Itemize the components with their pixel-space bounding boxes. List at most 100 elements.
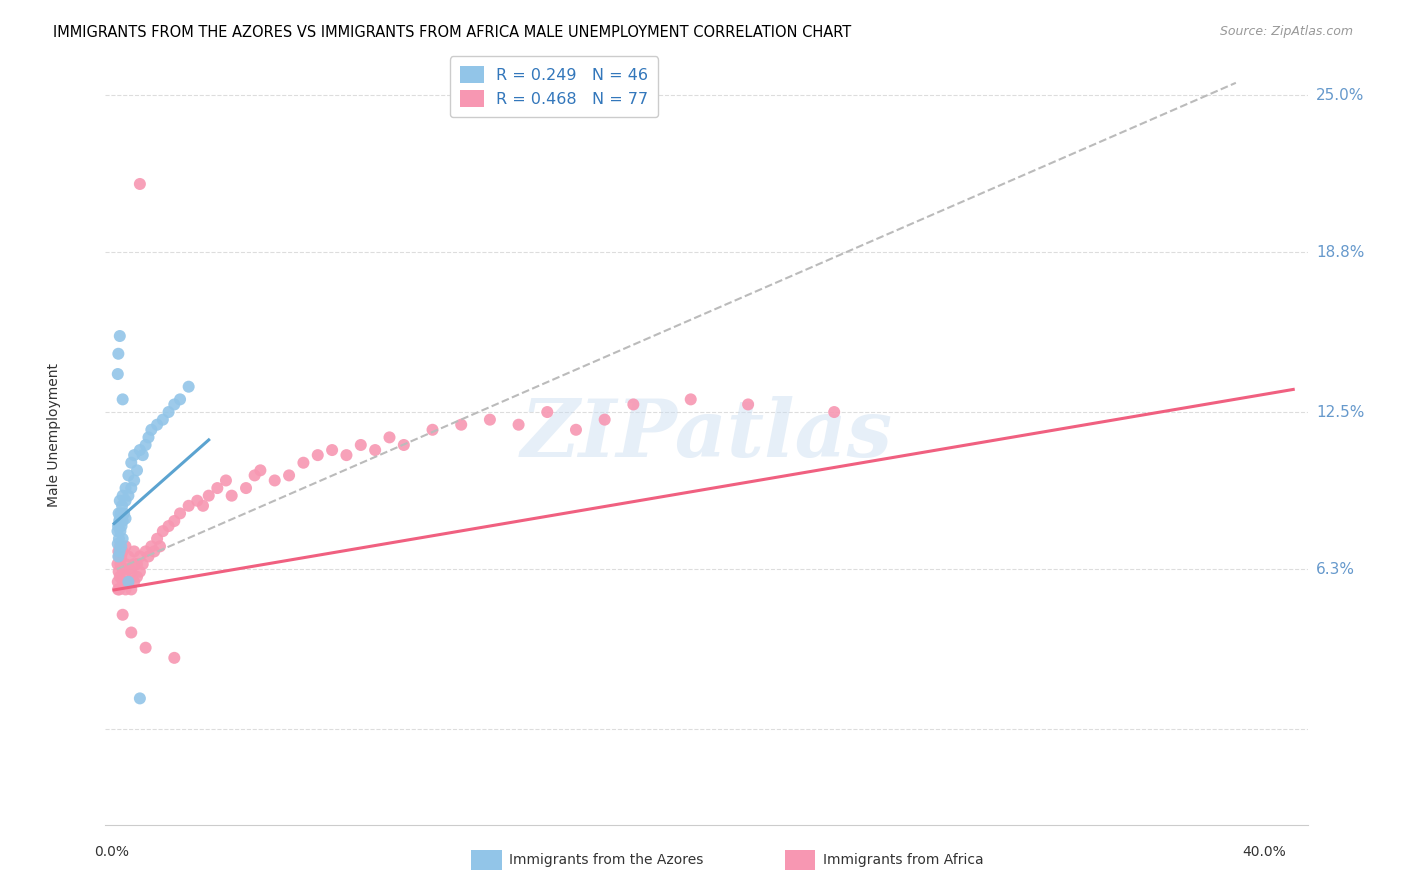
- Text: 25.0%: 25.0%: [1316, 87, 1365, 103]
- Point: [163, 651, 186, 665]
- Point: [249, 463, 271, 477]
- Point: [292, 456, 315, 470]
- Point: [107, 537, 129, 551]
- Point: [122, 544, 145, 558]
- Point: [107, 549, 129, 564]
- Point: [108, 549, 131, 564]
- Point: [163, 397, 186, 411]
- Point: [120, 582, 142, 597]
- Point: [122, 574, 145, 589]
- Point: [111, 544, 134, 558]
- Point: [111, 514, 134, 528]
- Point: [378, 430, 401, 444]
- Point: [108, 582, 131, 597]
- Point: [114, 539, 136, 553]
- Point: [152, 412, 174, 426]
- Point: [107, 574, 129, 589]
- Point: [621, 397, 644, 411]
- Point: [117, 574, 139, 589]
- Point: [307, 448, 329, 462]
- Point: [135, 640, 157, 655]
- Point: [108, 511, 131, 525]
- Point: [107, 507, 129, 521]
- Legend: R = 0.249   N = 46, R = 0.468   N = 77: R = 0.249 N = 46, R = 0.468 N = 77: [450, 56, 658, 117]
- Point: [186, 493, 208, 508]
- Point: [110, 519, 132, 533]
- Point: [157, 405, 180, 419]
- Point: [128, 691, 150, 706]
- Point: [110, 549, 132, 564]
- Point: [138, 549, 160, 564]
- Point: [364, 443, 387, 458]
- Point: [107, 519, 129, 533]
- Text: ZIPatlas: ZIPatlas: [520, 396, 893, 474]
- Point: [110, 507, 132, 521]
- Point: [593, 412, 616, 426]
- Text: 12.5%: 12.5%: [1316, 405, 1365, 419]
- Point: [111, 562, 134, 576]
- Text: Male Unemployment: Male Unemployment: [46, 363, 60, 507]
- Point: [536, 405, 558, 419]
- Point: [350, 438, 373, 452]
- Point: [128, 565, 150, 579]
- Point: [117, 489, 139, 503]
- Point: [107, 524, 129, 538]
- Text: 18.8%: 18.8%: [1316, 245, 1365, 260]
- Point: [120, 625, 142, 640]
- Point: [107, 347, 129, 361]
- Text: 0.0%: 0.0%: [94, 846, 129, 859]
- Point: [112, 507, 135, 521]
- Point: [138, 430, 160, 444]
- Point: [152, 524, 174, 538]
- Point: [243, 468, 266, 483]
- Point: [207, 481, 229, 495]
- Point: [120, 456, 142, 470]
- Point: [169, 392, 191, 407]
- Point: [110, 524, 132, 538]
- Point: [125, 463, 148, 477]
- Point: [120, 565, 142, 579]
- Point: [114, 570, 136, 584]
- Point: [197, 489, 219, 503]
- Point: [177, 380, 200, 394]
- Point: [108, 514, 131, 528]
- Point: [263, 474, 285, 488]
- Point: [141, 423, 163, 437]
- Point: [450, 417, 472, 432]
- Point: [114, 481, 136, 495]
- Point: [157, 519, 180, 533]
- Point: [146, 417, 169, 432]
- Point: [737, 397, 759, 411]
- Point: [108, 532, 131, 546]
- Point: [117, 468, 139, 483]
- Point: [111, 489, 134, 503]
- Point: [177, 499, 200, 513]
- Point: [132, 557, 155, 571]
- Point: [149, 539, 172, 553]
- Point: [135, 438, 157, 452]
- Point: [321, 443, 343, 458]
- Point: [478, 412, 501, 426]
- Point: [111, 499, 134, 513]
- Text: Source: ZipAtlas.com: Source: ZipAtlas.com: [1219, 25, 1353, 38]
- Text: Immigrants from Africa: Immigrants from Africa: [823, 853, 983, 867]
- Point: [114, 511, 136, 525]
- Point: [278, 468, 301, 483]
- Point: [117, 562, 139, 576]
- Point: [163, 514, 186, 528]
- Point: [191, 499, 214, 513]
- Point: [107, 582, 129, 597]
- Point: [114, 493, 136, 508]
- Point: [108, 493, 131, 508]
- Point: [114, 557, 136, 571]
- Point: [111, 607, 134, 622]
- Point: [823, 405, 845, 419]
- Point: [141, 539, 163, 553]
- Point: [110, 557, 132, 571]
- Text: Immigrants from the Azores: Immigrants from the Azores: [509, 853, 703, 867]
- Point: [132, 448, 155, 462]
- Point: [108, 329, 131, 343]
- Point: [215, 474, 238, 488]
- Point: [108, 544, 131, 558]
- Point: [117, 549, 139, 564]
